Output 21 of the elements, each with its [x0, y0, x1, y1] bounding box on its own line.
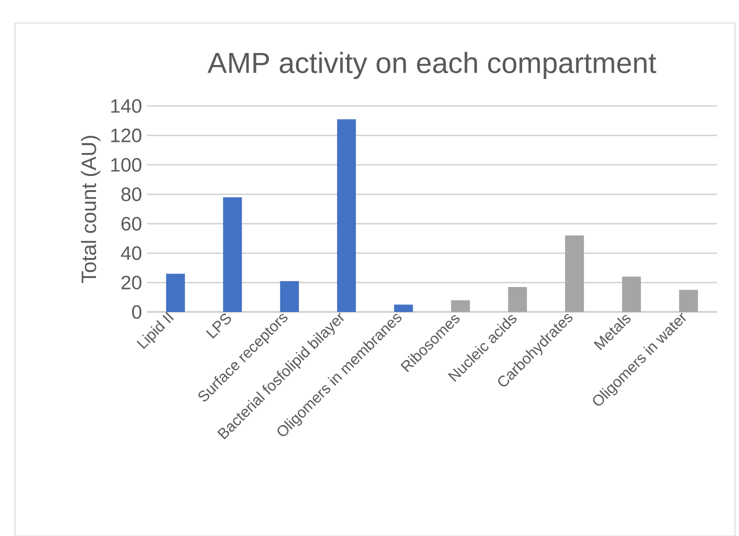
y-tick-label: 80 [121, 187, 142, 202]
bar [622, 276, 641, 312]
y-tick-label: 140 [111, 99, 142, 113]
chart-title: AMP activity on each compartment [208, 52, 656, 79]
bar [508, 286, 527, 312]
y-tick-label: 60 [122, 216, 142, 231]
y-tick-label: 100 [111, 158, 142, 172]
y-tick-label: 120 [111, 128, 142, 142]
bar [280, 281, 299, 312]
bar [166, 274, 185, 312]
x-tick-label: LPS [206, 314, 232, 339]
bar [223, 197, 242, 312]
bar [679, 290, 698, 312]
y-axis-title: Total count (AU) [80, 136, 100, 283]
y-tick-label: 40 [121, 246, 142, 260]
bar [565, 235, 584, 312]
y-tick-label: 0 [132, 305, 142, 319]
bar [394, 304, 413, 312]
bar [337, 119, 356, 312]
bar [451, 300, 470, 312]
y-tick-label: 20 [122, 276, 142, 290]
